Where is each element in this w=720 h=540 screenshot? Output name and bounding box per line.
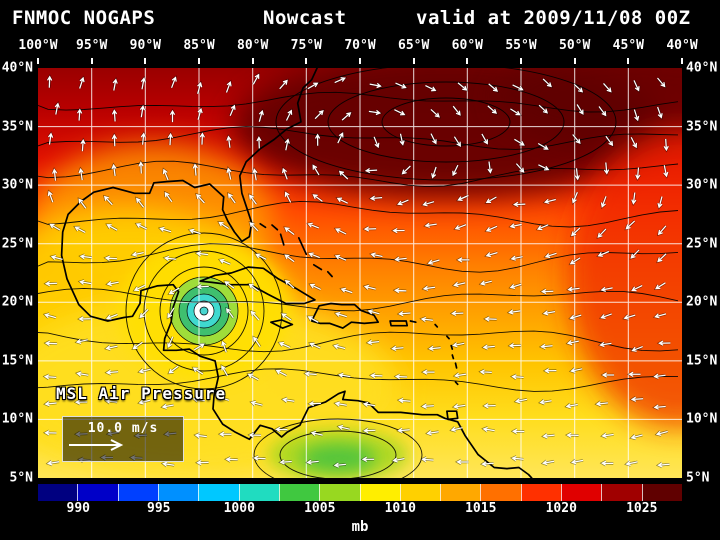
colorbar-segment <box>157 484 199 501</box>
valid-time: valid at 2009/11/08 00Z <box>416 7 691 29</box>
colorbar-segment <box>238 484 279 501</box>
lon-tick-label: 85°W <box>183 38 215 53</box>
colorbar-segment <box>641 484 682 501</box>
wind-scale-arrow-icon <box>69 439 124 451</box>
lon-tick-mark <box>573 58 576 64</box>
lat-tick-label-right: 40°N <box>686 60 718 76</box>
lon-tick-mark <box>251 58 254 64</box>
colorbar-tick-label: 1015 <box>465 501 497 516</box>
lon-tick-mark <box>681 58 683 64</box>
lon-tick-label: 80°W <box>237 38 269 53</box>
lat-tick-label-left: 35°N <box>1 119 33 135</box>
lat-tick-label-right: 35°N <box>686 119 718 135</box>
lon-tick-label: 55°W <box>505 38 537 53</box>
colorbar-tick-label: 1025 <box>626 501 658 516</box>
colorbar-tick-label: 1005 <box>304 501 336 516</box>
lat-tick-label-left: 30°N <box>1 177 33 193</box>
lon-tick-label: 65°W <box>398 38 430 53</box>
colorbar-segment <box>278 484 320 501</box>
colorbar-segment <box>561 484 602 501</box>
lon-tick-mark <box>627 58 630 64</box>
lon-tick-label: 40°W <box>666 38 698 53</box>
colorbar-segment <box>440 484 481 501</box>
colorbar-segment <box>77 484 118 501</box>
pressure-map: MSL Air Pressure 10.0 m/s <box>38 68 682 478</box>
lat-tick-label-right: 20°N <box>686 294 718 310</box>
isobar-contours <box>38 68 679 478</box>
colorbar-segment <box>38 484 78 501</box>
lon-tick-label: 70°W <box>344 38 376 53</box>
colorbar-tick-label: 1010 <box>384 501 416 516</box>
colorbar-segment <box>520 484 562 501</box>
lon-tick-mark <box>198 58 200 64</box>
colorbar-segment <box>601 484 642 501</box>
lon-tick-label: 100°W <box>18 38 58 53</box>
lon-tick-label: 50°W <box>559 38 591 53</box>
lat-tick-label-right: 15°N <box>686 353 718 369</box>
lat-tick-label-left: 40°N <box>1 60 33 76</box>
lat-tick-label-right: 25°N <box>686 236 718 252</box>
lat-tick-label-right: 5°N <box>686 470 710 486</box>
colorbar-segment <box>319 484 360 501</box>
lat-tick-label-right: 30°N <box>686 177 718 193</box>
wind-arrows <box>42 72 671 469</box>
colorbar-tick-label: 990 <box>66 501 90 516</box>
colorbar-tick-label: 995 <box>147 501 171 516</box>
colorbar-unit-label: mb <box>351 519 369 535</box>
colorbar-segment <box>359 484 400 501</box>
lat-tick-label-left: 15°N <box>1 353 33 369</box>
colorbar <box>38 484 682 501</box>
lat-tick-label-left: 20°N <box>1 294 33 310</box>
colorbar-segment <box>399 484 441 501</box>
lon-tick-mark <box>520 58 522 64</box>
lon-tick-label: 95°W <box>76 38 108 53</box>
lon-tick-mark <box>144 58 147 64</box>
colorbar-segment <box>117 484 158 501</box>
colorbar-tick-label: 1000 <box>223 501 255 516</box>
lat-tick-label-left: 25°N <box>1 236 33 252</box>
model-name: FNMOC NOGAPS <box>12 7 156 29</box>
lon-tick-label: 90°W <box>129 38 161 53</box>
lon-tick-label: 75°W <box>290 38 322 53</box>
colorbar-segment <box>480 484 521 501</box>
lon-tick-mark <box>412 58 415 64</box>
product-name: Nowcast <box>263 7 347 29</box>
lon-tick-mark <box>37 58 39 64</box>
lon-tick-label: 45°W <box>612 38 644 53</box>
lat-tick-label-left: 10°N <box>1 411 33 427</box>
lat-tick-label-right: 10°N <box>686 411 718 427</box>
lon-tick-mark <box>466 58 469 64</box>
lat-tick-label-left: 5°N <box>9 470 33 486</box>
lon-tick-mark <box>90 58 93 64</box>
lon-tick-mark <box>359 58 361 64</box>
colorbar-segment <box>198 484 239 501</box>
wind-scale-box: 10.0 m/s <box>62 416 184 462</box>
coastlines <box>60 68 533 478</box>
lon-tick-label: 60°W <box>451 38 483 53</box>
field-label: MSL Air Pressure <box>56 384 227 403</box>
colorbar-tick-label: 1020 <box>545 501 577 516</box>
gridlines <box>38 68 682 478</box>
wind-scale-value: 10.0 m/s <box>87 421 159 436</box>
lon-tick-mark <box>305 58 308 64</box>
